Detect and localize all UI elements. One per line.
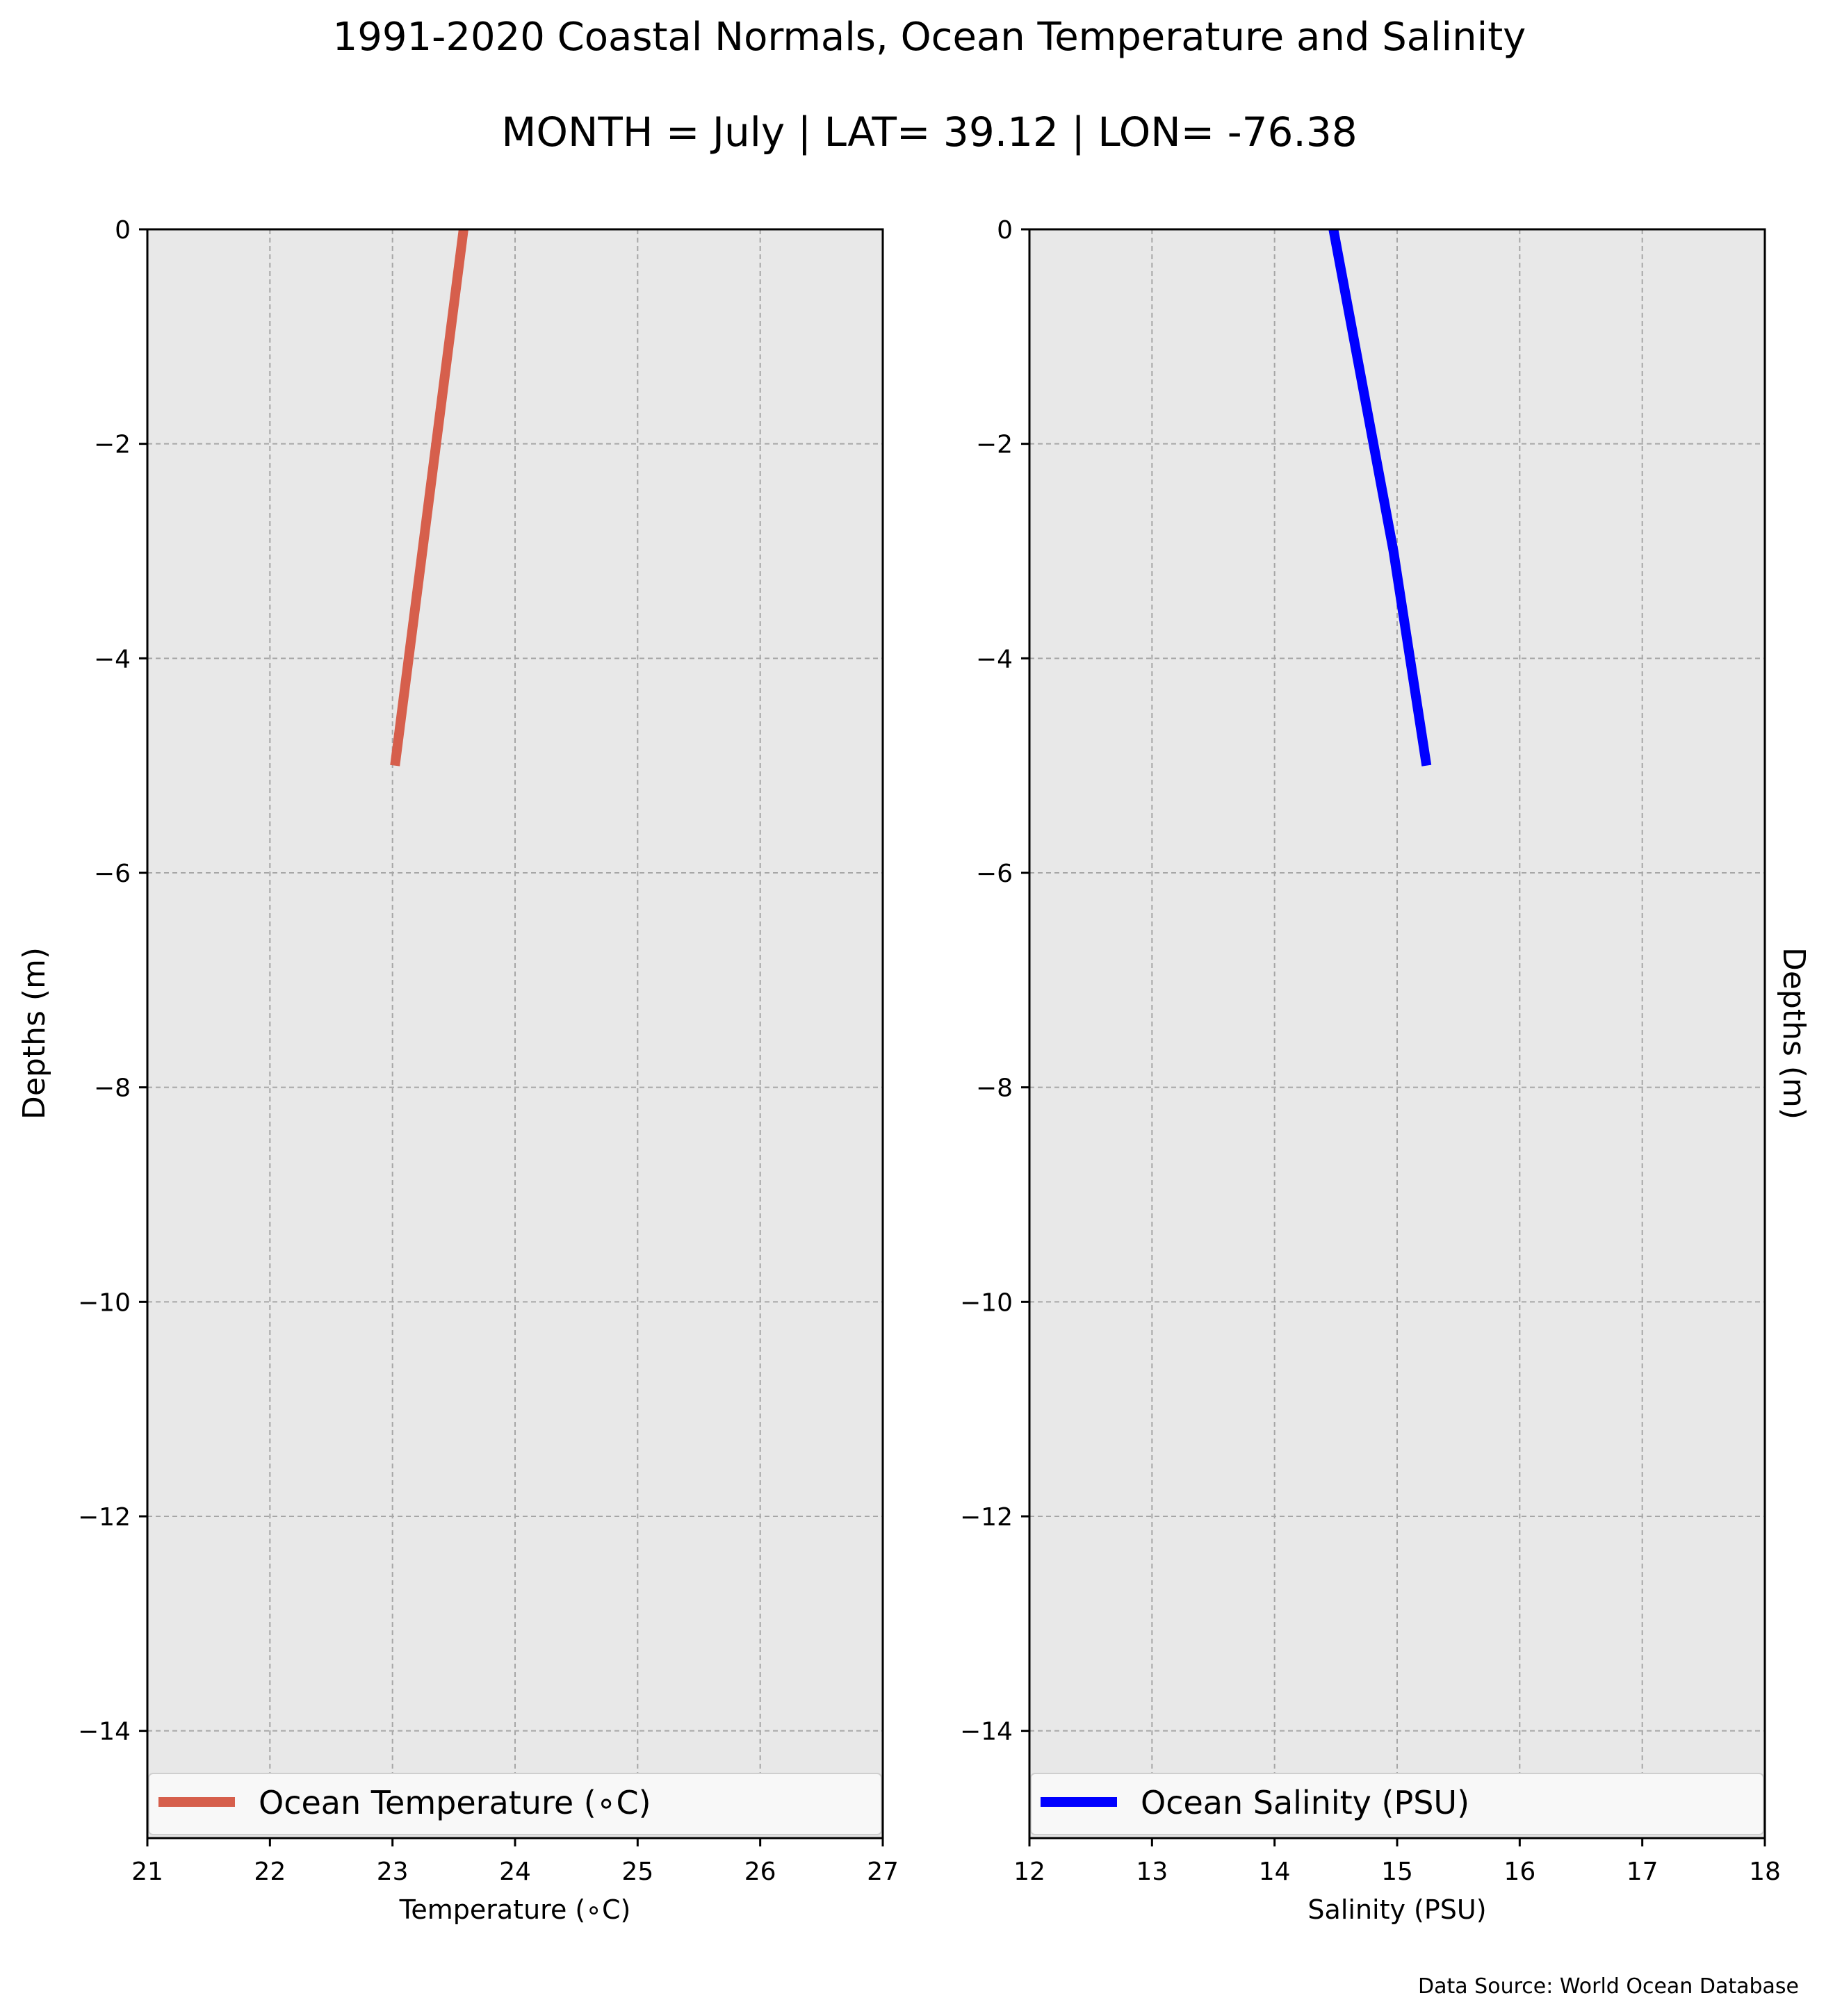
salinity-series xyxy=(1328,228,1432,767)
salinity-panel: Ocean Salinity (PSU) 12 13 14 15 16 17 18 0 −2 −… xyxy=(960,216,1811,1925)
figure-title: 1991-2020 Coastal Normals, Ocean Tempera… xyxy=(333,15,1526,60)
salinity-legend-box xyxy=(1030,1773,1764,1835)
temperature-y-tick-label: −6 xyxy=(94,860,131,888)
temperature-x-tick-label: 23 xyxy=(377,1858,409,1886)
temperature-y-tick-label: −12 xyxy=(78,1503,131,1532)
temperature-y-tick-label: −14 xyxy=(78,1718,131,1746)
temperature-x-tick-label: 26 xyxy=(744,1858,776,1886)
temperature-y-ticks: 0 −2 −4 −6 −8 −10 −12 −14 xyxy=(78,216,147,1746)
temperature-x-tick-label: 22 xyxy=(254,1858,286,1886)
temperature-x-axis-label: Temperature (∘C) xyxy=(399,1894,631,1925)
temperature-x-ticks: 21 22 23 24 25 26 27 xyxy=(131,1838,899,1886)
temperature-y-tick-label: −2 xyxy=(94,431,131,459)
salinity-y-tick-label: 0 xyxy=(997,216,1013,245)
salinity-y-tick-label: −12 xyxy=(960,1503,1013,1532)
temperature-y-tick-label: −8 xyxy=(94,1074,131,1103)
salinity-y-tick-label: −8 xyxy=(976,1074,1013,1103)
temperature-y-tick-label: −4 xyxy=(94,645,131,673)
salinity-x-tick-label: 16 xyxy=(1503,1858,1535,1886)
temperature-y-tick-label: 0 xyxy=(115,216,131,245)
temperature-x-tick-label: 25 xyxy=(621,1858,653,1886)
salinity-x-tick-label: 13 xyxy=(1136,1858,1168,1886)
salinity-y-tick-label: −14 xyxy=(960,1718,1013,1746)
salinity-x-tick-label: 14 xyxy=(1259,1858,1291,1886)
temperature-legend-box xyxy=(148,1773,882,1835)
temperature-legend-label: Ocean Temperature (∘C) xyxy=(259,1784,651,1821)
salinity-y-tick-label: −6 xyxy=(976,860,1013,888)
salinity-legend: Ocean Salinity (PSU) xyxy=(1030,1773,1764,1835)
temperature-series-line xyxy=(390,229,468,767)
salinity-y-tick-label: −10 xyxy=(960,1288,1013,1317)
salinity-x-tick-label: 17 xyxy=(1627,1858,1658,1886)
temperature-legend: Ocean Temperature (∘C) xyxy=(148,1773,882,1835)
salinity-y-tick-label: −2 xyxy=(976,431,1013,459)
salinity-legend-label: Ocean Salinity (PSU) xyxy=(1141,1784,1469,1821)
temperature-x-tick-label: 21 xyxy=(131,1858,163,1886)
salinity-x-ticks: 12 13 14 15 16 17 18 xyxy=(1013,1838,1781,1886)
source-note: Data Source: World Ocean Database xyxy=(1418,1974,1799,1999)
temperature-x-tick-label: 24 xyxy=(499,1858,531,1886)
temperature-x-tick-label: 27 xyxy=(867,1858,899,1886)
temperature-y-axis-label: Depths (m) xyxy=(17,947,52,1120)
salinity-series-line xyxy=(1328,228,1432,767)
temperature-series xyxy=(390,229,468,767)
salinity-y-ticks: 0 −2 −4 −6 −8 −10 −12 −14 xyxy=(960,216,1029,1746)
temperature-y-tick-label: −10 xyxy=(78,1288,131,1317)
salinity-x-axis-label: Salinity (PSU) xyxy=(1307,1894,1486,1925)
temperature-panel: Ocean Temperature (∘C) 21 22 23 24 25 26 27 0 −… xyxy=(17,216,899,1925)
figure-subtitle: MONTH = July | LAT= 39.12 | LON= -76.38 xyxy=(501,108,1357,156)
salinity-x-tick-label: 12 xyxy=(1013,1858,1045,1886)
salinity-x-tick-label: 18 xyxy=(1749,1858,1781,1886)
salinity-x-tick-label: 15 xyxy=(1381,1858,1413,1886)
salinity-y-tick-label: −4 xyxy=(976,645,1013,673)
salinity-y-axis-label: Depths (m) xyxy=(1776,947,1811,1120)
